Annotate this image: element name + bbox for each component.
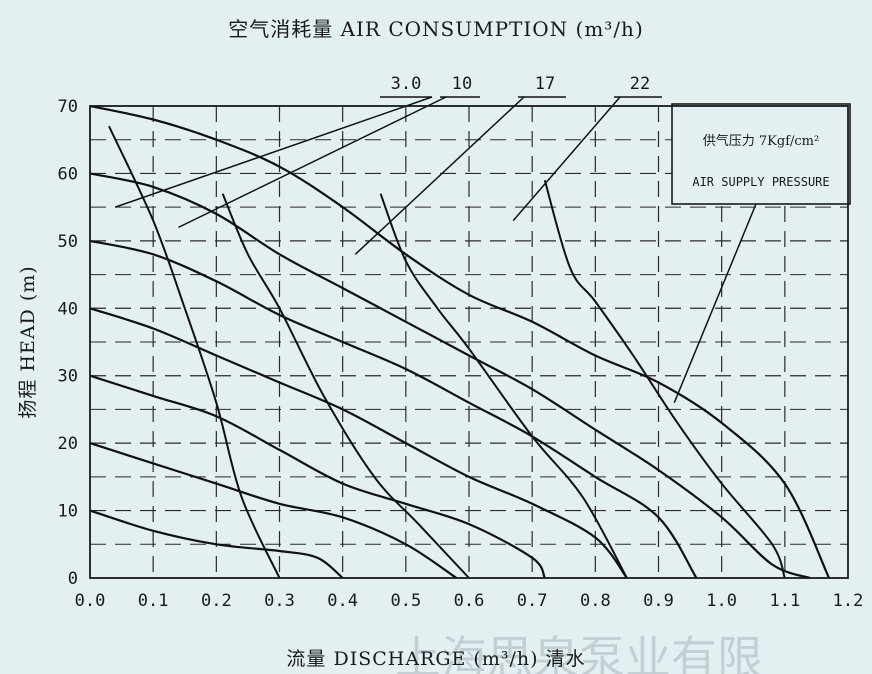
air-consumption-curve [221,193,470,579]
legend-subtitle: AIR SUPPLY PRESSURE [692,175,829,189]
head-curve [89,509,344,579]
air-consumption-callouts: 3.0 10 17 22 [115,74,757,403]
air-consumption-label: 3.0 [391,74,422,94]
x-tick-label: 0.0 [75,591,106,611]
x-tick-label: 0.8 [580,591,611,611]
air-consumption-curve [543,179,786,579]
legend: 供气压力 7Kgf/cm² AIR SUPPLY PRESSURE [671,103,851,205]
x-tick-label: 1.1 [769,591,800,611]
y-tick-label: 60 [58,164,78,184]
y-tick-label: 20 [58,434,78,454]
x-tick-label: 0.5 [390,591,421,611]
head-curve [89,172,811,580]
x-tick-label: 0.6 [454,591,485,611]
air-consumption-curves [108,125,786,579]
watermark-text: 上海思泉泵业有限 [395,631,763,674]
air-consumption-label: 17 [535,74,555,94]
x-tick-label: 1.2 [833,591,864,611]
x-tick-label: 1.0 [706,591,737,611]
plot-frame [89,105,849,579]
legend-leader-line [673,203,757,403]
air-consumption-curve [108,125,281,579]
x-tick-label: 0.7 [517,591,548,611]
air-consumption-label: 10 [452,74,472,94]
air-consumption-label: 22 [630,74,650,94]
callout-leader-line [354,96,525,255]
head-curve [89,374,546,579]
y-tick-label: 50 [58,232,78,252]
y-tick-label: 70 [58,97,78,117]
x-tick-label: 0.3 [264,591,295,611]
callout-leader-line [512,96,621,222]
x-tick-label: 0.4 [327,591,358,611]
legend-title: 供气压力 7Kgf/cm² [703,133,819,149]
y-tick-label: 10 [58,502,78,522]
axis-ticks: 0.0 0.1 0.2 0.3 0.4 0.5 0.6 0.7 0.8 0.9 1.0 1.1 1.2 0… [58,97,864,611]
x-tick-label: 0.2 [201,591,232,611]
x-tick-label: 0.1 [138,591,169,611]
legend-box [671,103,851,205]
head-curve [89,307,628,579]
callout-leader-line [178,96,447,229]
x-tick-label: 0.9 [643,591,674,611]
head-curve [89,104,830,579]
y-tick-label: 0 [68,569,78,589]
chart-title: 空气消耗量 AIR CONSUMPTION (m³/h) [228,17,644,41]
x-axis-title: 流量 DISCHARGE (m³/h) 清水 [286,648,585,670]
callout-leader-line [115,96,433,208]
y-axis-title: 扬程 HEAD (m) [17,265,39,418]
y-tick-label: 40 [58,299,78,319]
head-curve [89,239,698,579]
head-curve [89,442,458,579]
head-curves [89,104,830,580]
y-tick-label: 30 [58,367,78,387]
air-consumption-curve [379,193,628,579]
